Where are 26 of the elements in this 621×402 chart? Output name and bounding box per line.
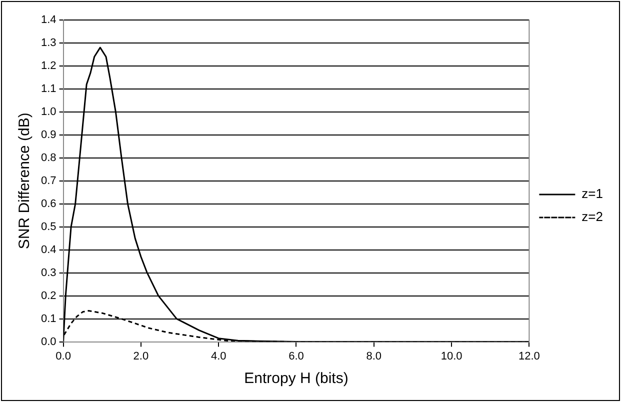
y-tick-label: 1.2 bbox=[40, 60, 56, 72]
y-tick-label: 0.8 bbox=[40, 152, 56, 164]
y-tick-label: 0.6 bbox=[40, 198, 56, 210]
x-tick-label: 6.0 bbox=[288, 350, 304, 362]
y-tick-label: 0.7 bbox=[40, 174, 56, 187]
y-tick-label: 1.1 bbox=[40, 82, 56, 95]
y-tick-label: 1.0 bbox=[40, 106, 56, 118]
x-tick-label: 8.0 bbox=[366, 350, 382, 362]
x-tick-label: 12.0 bbox=[518, 350, 540, 362]
y-tick-label: 0.9 bbox=[40, 128, 56, 141]
x-tick-label: 2.0 bbox=[133, 350, 149, 362]
y-tick-label: 0.5 bbox=[40, 220, 56, 233]
y-tick-label: 1.3 bbox=[40, 37, 56, 50]
x-axis-title: Entropy H (bits) bbox=[244, 370, 348, 388]
y-tick-label: 0.3 bbox=[40, 266, 56, 279]
y-tick-label: 0.2 bbox=[40, 290, 56, 302]
legend-label: z=1 bbox=[582, 186, 604, 202]
y-tick-label: 0.0 bbox=[40, 336, 56, 348]
y-axis-title: SNR Difference (dB) bbox=[16, 112, 34, 250]
x-tick-label: 10.0 bbox=[440, 350, 462, 362]
legend-label: z=2 bbox=[582, 209, 604, 224]
y-tick-label: 1.4 bbox=[40, 14, 56, 26]
y-tick-label: 0.4 bbox=[40, 244, 56, 256]
x-tick-label: 0.0 bbox=[56, 350, 71, 362]
x-tick-label: 4.0 bbox=[210, 350, 226, 362]
y-tick-label: 0.1 bbox=[40, 312, 56, 325]
